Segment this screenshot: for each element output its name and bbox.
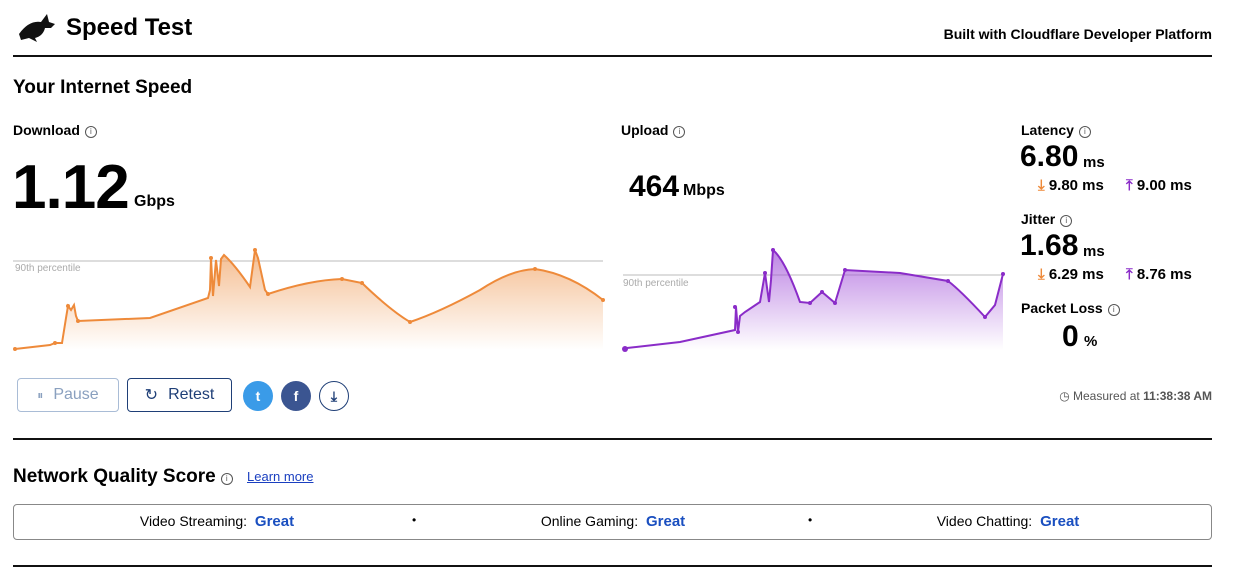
download-unit: Gbps xyxy=(134,193,175,210)
percentile-label: 90th percentile xyxy=(623,278,689,289)
separator: • xyxy=(808,513,813,527)
time: 11:38:38 AM xyxy=(1143,389,1212,403)
value: 9.80 ms xyxy=(1048,177,1104,194)
label: Video Chatting: xyxy=(936,513,1033,529)
divider xyxy=(13,438,1212,440)
packet-loss-value: 0 xyxy=(1062,320,1079,353)
jitter-unit: ms xyxy=(1083,243,1105,260)
rating: Great xyxy=(254,513,295,530)
label: Jitter xyxy=(1021,211,1056,227)
divider xyxy=(13,565,1212,567)
label: Latency xyxy=(1021,122,1074,138)
latency-label: Latency i xyxy=(1021,122,1091,138)
learn-more-link[interactable]: Learn more xyxy=(247,469,314,484)
value: 9.00 ms xyxy=(1136,177,1192,194)
packet-loss-label: Packet Loss i xyxy=(1021,300,1120,316)
separator: • xyxy=(412,513,417,527)
label: Pause xyxy=(53,386,99,403)
app-title: Speed Test xyxy=(66,14,193,41)
label: Upload xyxy=(621,122,669,138)
label: Measured at xyxy=(1073,389,1140,403)
quality-item: Online Gaming: Great xyxy=(541,513,685,530)
download-label: Download i xyxy=(13,122,97,138)
label: Video Streaming: xyxy=(139,513,248,529)
section-title: Your Internet Speed xyxy=(13,77,193,98)
divider xyxy=(13,55,1212,57)
latency-down: ⤓ 9.80 ms xyxy=(1038,177,1104,194)
label: Network Quality Score xyxy=(13,466,216,487)
jitter-up: ⤒ 8.76 ms xyxy=(1126,266,1192,283)
download-chart: 90th percentile xyxy=(13,248,605,351)
rating: Great xyxy=(1040,513,1080,530)
quality-item: Video Streaming: Great xyxy=(140,513,294,530)
pause-button[interactable]: ⏸ Pause xyxy=(17,378,119,412)
label: Download xyxy=(13,122,80,138)
value: 6.29 ms xyxy=(1048,266,1104,283)
label: Online Gaming: xyxy=(540,513,639,529)
label: Packet Loss xyxy=(1021,300,1103,316)
percentile-label: 90th percentile xyxy=(15,263,81,274)
label: Retest xyxy=(168,386,215,403)
jitter-down: ⤓ 6.29 ms xyxy=(1038,266,1104,283)
packet-loss-unit: % xyxy=(1084,333,1098,350)
latency-up: ⤒ 9.00 ms xyxy=(1126,177,1192,194)
tagline: Built with Cloudflare Developer Platform xyxy=(943,26,1212,42)
download-value: 1.12 xyxy=(12,153,130,222)
latency-value: 6.80 xyxy=(1020,140,1079,173)
upload-label: Upload i xyxy=(621,122,686,138)
upload-unit: Mbps xyxy=(683,182,725,199)
jitter-label: Jitter i xyxy=(1021,211,1073,227)
upload-chart: 90th percentile xyxy=(622,247,1005,352)
latency-unit: ms xyxy=(1083,154,1105,171)
facebook-button[interactable]: f xyxy=(281,381,311,411)
measured: ◷ Measured at 11:38:38 AM xyxy=(1059,389,1212,403)
upload-value: 464 xyxy=(629,170,680,203)
retest-button[interactable]: ↻ Retest xyxy=(127,378,232,412)
quality-title: Network Quality Score i xyxy=(13,466,233,488)
quality-box xyxy=(13,504,1212,540)
jitter-value: 1.68 xyxy=(1020,229,1079,262)
value: 8.76 ms xyxy=(1136,266,1192,283)
twitter-button[interactable]: t xyxy=(243,381,273,411)
logo xyxy=(19,14,55,42)
download-button[interactable]: ⤓ xyxy=(319,381,349,411)
rating: Great xyxy=(645,513,686,530)
quality-item: Video Chatting: Great xyxy=(937,513,1080,530)
